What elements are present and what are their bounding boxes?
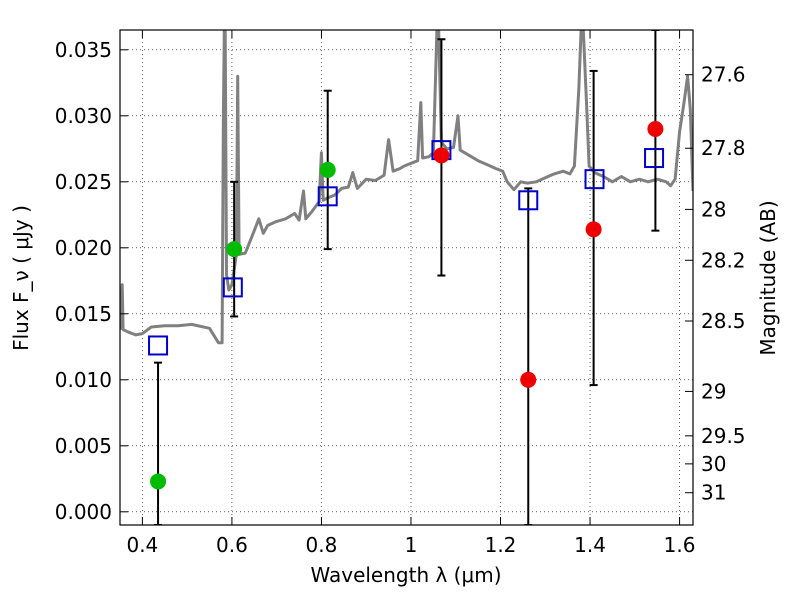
y-tick-label: 0.010 — [55, 368, 112, 392]
y-tick-label: 0.000 — [55, 500, 112, 524]
right-tick-label: 28 — [701, 197, 726, 221]
y-tick-label: 0.020 — [55, 236, 112, 260]
y-tick-label: 0.035 — [55, 38, 112, 62]
model-square — [148, 335, 169, 356]
right-tick-label: 30 — [701, 452, 726, 476]
right-tick-label: 28.2 — [701, 248, 746, 272]
x-tick-label: 1.6 — [664, 533, 696, 557]
detection-red-point — [433, 147, 450, 164]
right-tick-label: 29 — [701, 379, 726, 403]
y-axis-label: Flux F_ν ( μJy ) — [9, 205, 33, 351]
y-tick-label: 0.005 — [55, 434, 112, 458]
x-tick-label: 0.6 — [216, 533, 248, 557]
x-tick-label: 1.4 — [574, 533, 606, 557]
model-square — [518, 190, 539, 211]
detection-red-point — [647, 121, 664, 137]
x-tick-label: 0.4 — [126, 533, 158, 557]
detection-red-point — [585, 221, 602, 238]
right-tick-label: 27.6 — [701, 63, 746, 87]
y-tick-label: 0.030 — [55, 104, 112, 128]
data-layer — [120, 30, 693, 525]
detection-green-point — [319, 161, 336, 178]
ticks: 0.4 0.6 0.8 1 1.2 1.4 1.6 0.000 0.005 0.010 0.015 0… — [55, 30, 746, 557]
plot-frame — [119, 29, 694, 526]
x-tick-label: 1.2 — [485, 533, 517, 557]
model-square — [644, 148, 665, 169]
model-square — [584, 169, 605, 190]
detection-green-point — [150, 473, 167, 490]
grid — [120, 30, 693, 525]
right-axis-label: Magnitude (AB) — [756, 200, 780, 355]
detection-green-point — [226, 241, 243, 258]
model-square — [317, 186, 338, 207]
x-tick-label: 0.8 — [306, 533, 338, 557]
plot-area — [120, 30, 693, 525]
y-tick-label: 0.015 — [55, 302, 112, 326]
spectrum-line — [120, 30, 693, 345]
model-square — [222, 277, 243, 298]
x-axis-label: Wavelength λ (μm) — [310, 563, 501, 587]
right-tick-label: 28.5 — [701, 309, 746, 333]
right-tick-label: 31 — [701, 481, 726, 505]
detection-red-point — [520, 371, 537, 388]
right-tick-label: 29.5 — [701, 424, 746, 448]
x-tick-label: 1 — [405, 533, 418, 557]
right-tick-label: 27.8 — [701, 136, 746, 160]
y-tick-label: 0.025 — [55, 170, 112, 194]
